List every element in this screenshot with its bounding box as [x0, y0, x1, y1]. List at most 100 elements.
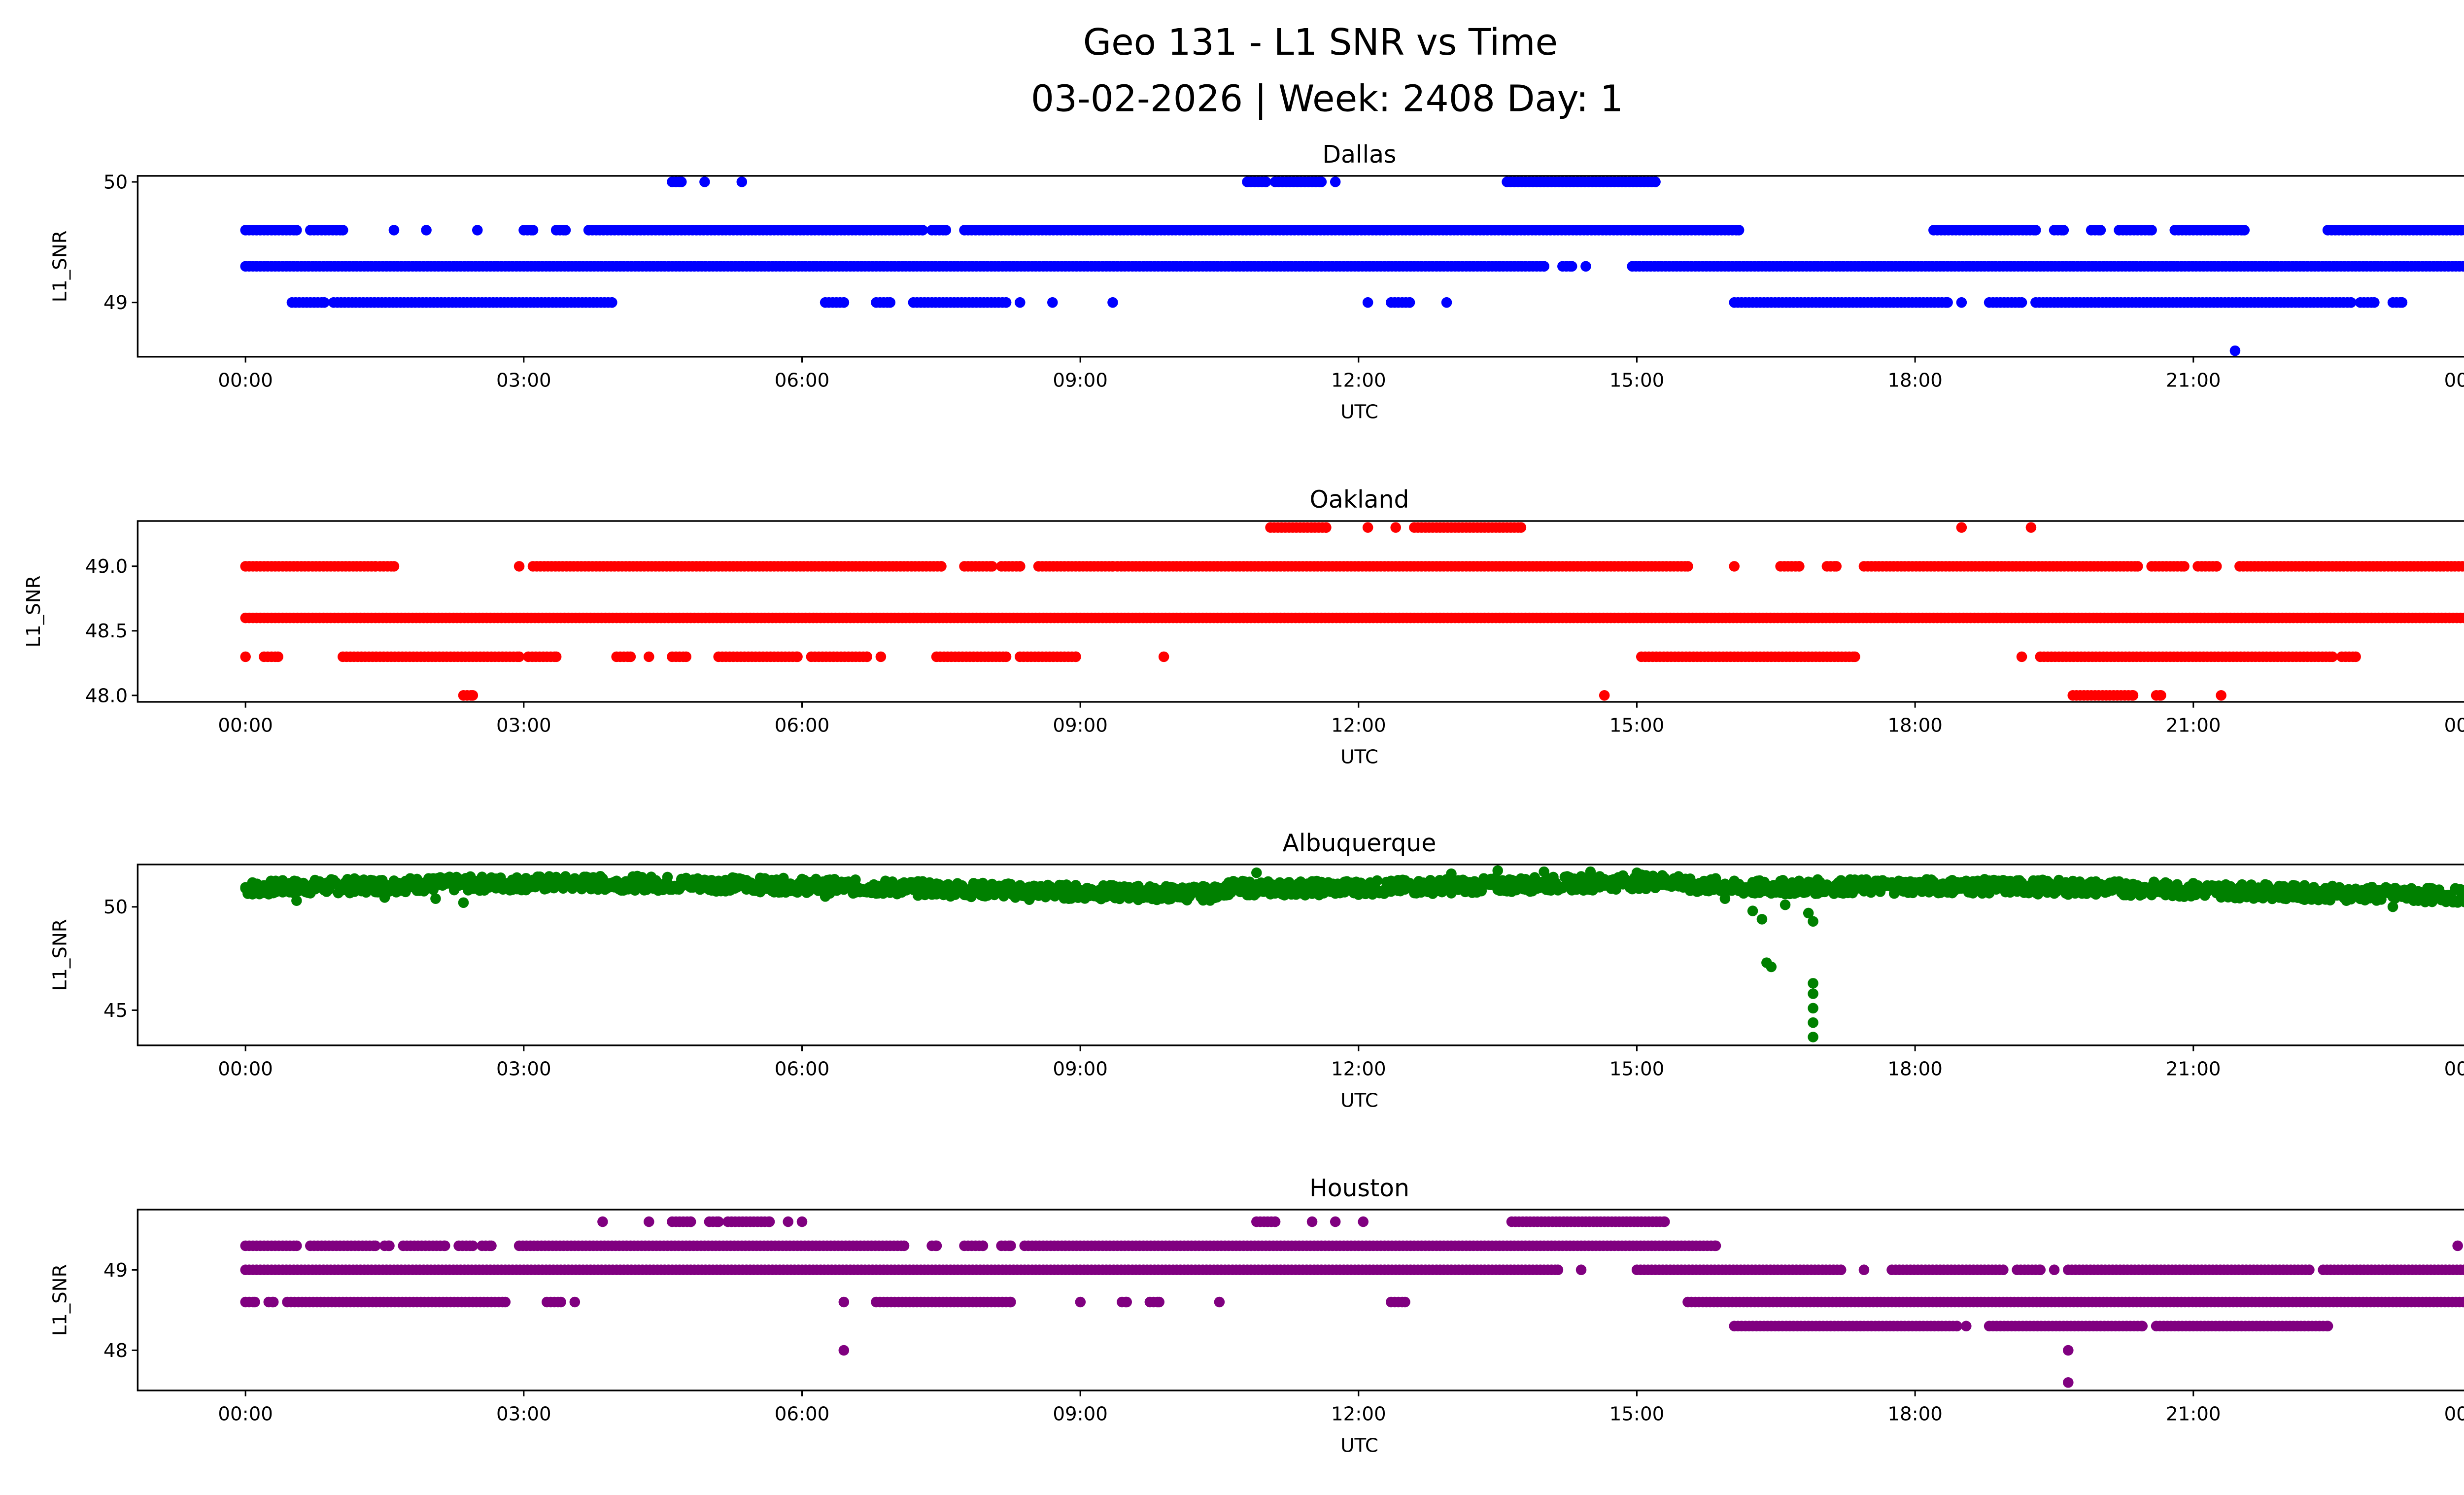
figure-subtitle: 03-02-2026 | Week: 2408 Day: 1 [1031, 78, 1623, 120]
data-point [2095, 225, 2106, 236]
data-points [240, 176, 2464, 356]
data-point [1441, 297, 1452, 308]
y-axis-label: L1_SNR [49, 919, 71, 991]
data-point [1808, 978, 1818, 989]
data-point [513, 651, 525, 662]
data-point [560, 225, 571, 236]
data-point [1747, 905, 1758, 916]
subplot-title: Albuquerque [1283, 829, 1437, 857]
data-point [940, 225, 952, 236]
x-tick-label: 06:00 [775, 369, 830, 391]
x-tick-label: 09:00 [1053, 369, 1108, 391]
data-point [736, 176, 748, 187]
data-point [644, 651, 654, 662]
data-point [2229, 345, 2241, 356]
x-tick-label: 00:00 [2444, 715, 2464, 737]
data-point [2462, 262, 2464, 271]
data-point [1682, 561, 1693, 572]
data-point [1766, 961, 1777, 973]
data-point [2127, 690, 2139, 701]
x-axis-label: UTC [1340, 1089, 1378, 1112]
data-point [917, 225, 928, 236]
data-point [1808, 988, 1818, 999]
data-point [2025, 522, 2037, 533]
data-point [1358, 1216, 1369, 1227]
y-tick-label: 49.0 [85, 556, 128, 578]
x-tick-label: 15:00 [1609, 369, 1665, 391]
y-axis-label: L1_SNR [23, 575, 45, 647]
data-point [1956, 522, 1967, 533]
data-point [685, 1216, 696, 1227]
data-point [1107, 297, 1118, 308]
data-point [550, 651, 562, 662]
data-point [1539, 261, 1549, 272]
data-point [1515, 522, 1527, 533]
y-axis-label: L1_SNR [49, 230, 71, 302]
data-point [291, 225, 302, 236]
data-point [472, 225, 483, 236]
data-point [2132, 561, 2143, 572]
data-point [319, 297, 330, 308]
data-point [1446, 868, 1457, 879]
subplot-title: Houston [1309, 1174, 1409, 1202]
data-point [421, 225, 432, 236]
data-point [1330, 176, 1341, 187]
data-point [1808, 916, 1818, 927]
data-point [2239, 225, 2250, 236]
data-point [2179, 561, 2190, 572]
data-point [388, 225, 400, 236]
data-point [792, 651, 803, 662]
data-point [1330, 1216, 1341, 1227]
x-tick-label: 03:00 [496, 369, 551, 391]
data-point [1024, 894, 1035, 905]
data-point [885, 297, 896, 308]
data-point [1251, 867, 1262, 878]
x-tick-label: 12:00 [1331, 715, 1386, 737]
x-tick-label: 18:00 [1887, 715, 1943, 737]
data-point [2327, 651, 2338, 662]
y-tick-label: 49 [103, 292, 128, 314]
data-point [681, 651, 691, 662]
x-tick-label: 12:00 [1331, 369, 1386, 391]
data-point [1631, 867, 1643, 878]
data-point [875, 651, 887, 662]
x-tick-label: 12:00 [1331, 1058, 1386, 1080]
data-point [291, 895, 302, 906]
data-point [597, 1216, 608, 1227]
y-tick-label: 48.0 [85, 685, 128, 707]
data-point [1260, 176, 1271, 187]
data-point [796, 1216, 808, 1227]
data-point [2016, 651, 2027, 662]
data-point [1780, 899, 1791, 910]
data-point [820, 891, 831, 902]
data-point [1942, 297, 1953, 308]
x-tick-label: 21:00 [2166, 1058, 2221, 1080]
data-point [936, 561, 947, 572]
data-point [527, 225, 539, 236]
data-point [513, 561, 525, 572]
y-tick-label: 48.5 [85, 620, 128, 642]
data-point [1849, 651, 1860, 662]
x-tick-label: 06:00 [775, 715, 830, 737]
data-point [1599, 690, 1610, 701]
data-point [1000, 297, 1012, 308]
data-point [1362, 297, 1373, 308]
data-point [2146, 225, 2157, 236]
y-tick-label: 50 [103, 896, 128, 918]
data-point [1539, 866, 1549, 877]
data-point [783, 1216, 793, 1227]
data-point [625, 651, 636, 662]
subplot-title: Dallas [1323, 140, 1397, 169]
data-point [1390, 522, 1401, 533]
x-axis-label: UTC [1340, 746, 1378, 768]
data-point [861, 651, 872, 662]
data-point [1808, 1017, 1818, 1028]
data-point [699, 176, 710, 187]
data-point [1808, 1003, 1818, 1014]
x-tick-label: 00:00 [218, 369, 273, 391]
x-tick-label: 00:00 [2444, 369, 2464, 391]
data-point [676, 176, 687, 187]
data-point [2369, 297, 2380, 308]
data-point [629, 885, 641, 896]
